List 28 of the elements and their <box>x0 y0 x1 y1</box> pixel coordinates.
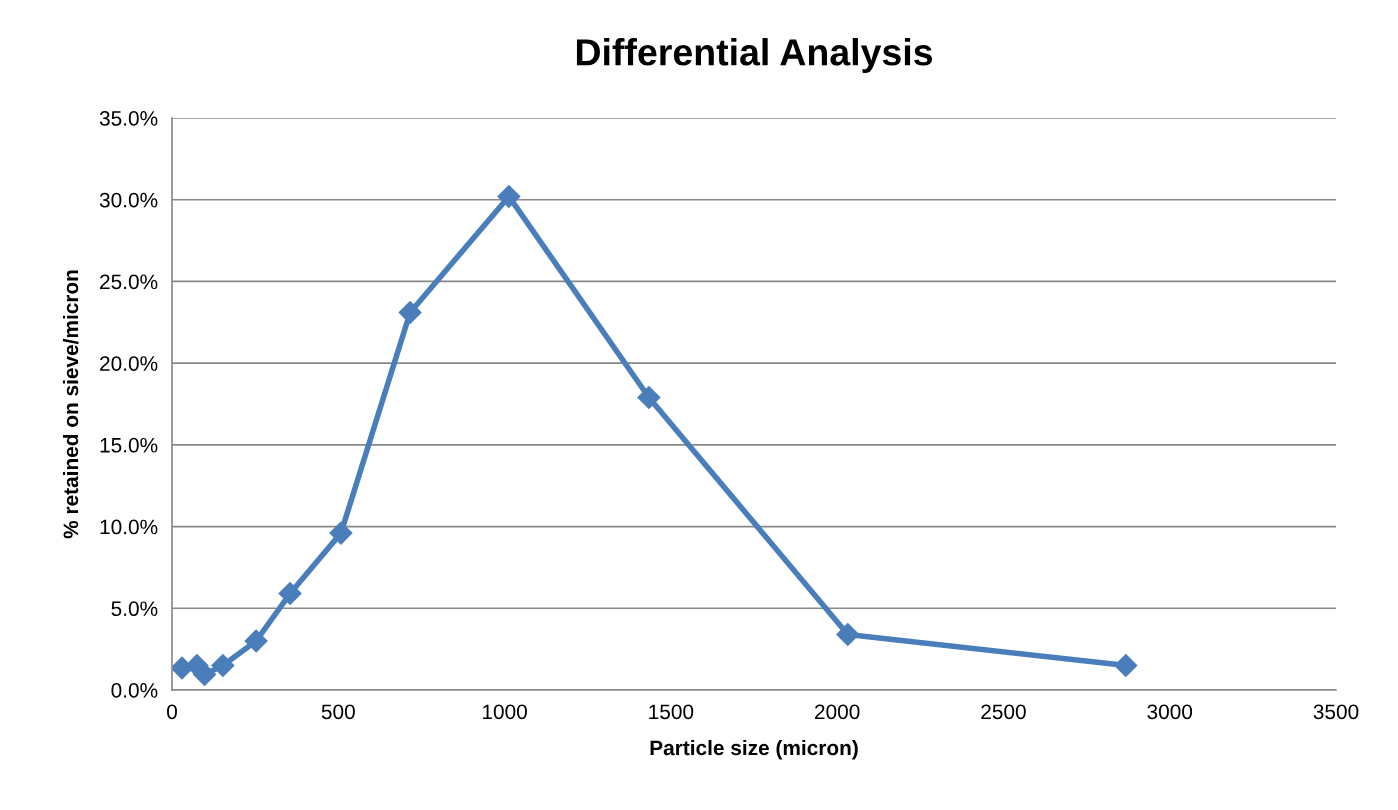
y-tick-label: 30.0% <box>99 192 158 208</box>
point <box>398 300 422 324</box>
x-tick-label: 2500 <box>981 704 1026 720</box>
x-tick-label: 0 <box>167 704 177 720</box>
chart-title: Differential Analysis <box>576 38 933 73</box>
point <box>329 521 353 545</box>
point <box>244 629 268 653</box>
x-tick-label: 1500 <box>649 704 694 720</box>
point <box>278 582 302 606</box>
point <box>211 653 235 677</box>
point <box>637 385 661 409</box>
y-tick-label: 10.0% <box>100 519 158 535</box>
point <box>497 184 521 208</box>
x-axis-title: Particle size (micron) <box>650 739 858 760</box>
point <box>1114 653 1138 677</box>
x-tick-label: 2000 <box>815 704 860 720</box>
y-tick-label: 35.0% <box>99 111 158 126</box>
y-tick-label: 0.0% <box>111 683 158 698</box>
point <box>836 622 860 646</box>
x-tick-label: 1000 <box>482 704 527 720</box>
y-tick-label: 20.0% <box>100 356 158 371</box>
y-tick-label: 25.0% <box>100 274 158 290</box>
x-tick-label: 3500 <box>1313 704 1359 720</box>
y-tick-label: 15.0% <box>100 437 158 453</box>
x-tick-label: 3000 <box>1147 704 1193 720</box>
y-tick-label: 5.0% <box>111 601 158 617</box>
x-tick-label: 500 <box>321 704 355 720</box>
y-axis-title: % retained on sieve/micron <box>62 270 79 539</box>
